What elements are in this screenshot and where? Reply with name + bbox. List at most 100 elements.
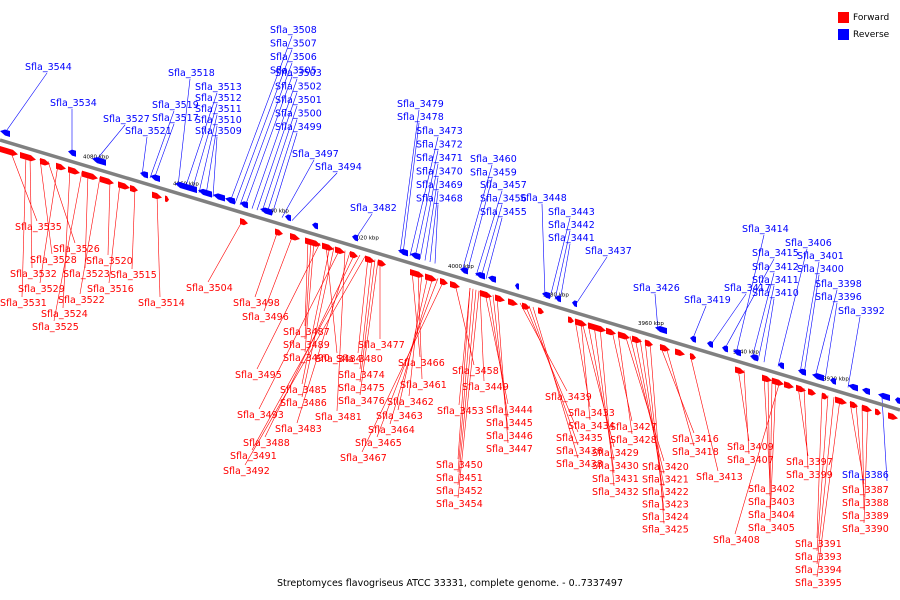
forward-gene-label: Sfla_3447 [486, 444, 533, 455]
reverse-gene-label: Sfla_3468 [416, 194, 463, 205]
reverse-gene-label: Sfla_3507 [270, 39, 317, 50]
reverse-gene-label: Sfla_3470 [416, 167, 463, 178]
forward-gene [690, 353, 696, 360]
forward-gene-label: Sfla_3387 [842, 485, 889, 496]
reverse-gene [707, 341, 713, 348]
forward-gene [822, 392, 828, 400]
reverse-gene-label: Sfla_3472 [416, 140, 463, 151]
reverse-gene-label: Sfla_3417 [724, 283, 771, 294]
label-leader [399, 109, 420, 254]
label-leader [466, 178, 493, 274]
label-leader [149, 110, 175, 179]
label-leader [611, 330, 633, 422]
forward-gene-label: Sfla_3432 [592, 487, 639, 498]
label-leader [198, 114, 218, 193]
label-leader [769, 378, 773, 510]
label-leader [485, 217, 503, 279]
reverse-gene [240, 201, 248, 209]
forward-gene-label: Sfla_3404 [748, 510, 795, 521]
label-leader [816, 395, 829, 552]
label-leader [414, 150, 439, 258]
reverse-gene-label: Sfla_3457 [480, 180, 527, 191]
label-leader [814, 289, 838, 378]
forward-gene [275, 228, 283, 236]
forward-gene-label: Sfla_3446 [486, 431, 533, 442]
label-leader [251, 78, 298, 209]
label-leader [735, 234, 765, 354]
forward-gene-label: Sfla_3433 [568, 408, 615, 419]
forward-gene-label: Sfla_3495 [235, 370, 282, 381]
forward-gene-label: Sfla_3430 [592, 461, 639, 472]
forward-gene-label: Sfla_3395 [795, 578, 842, 589]
reverse-gene [488, 275, 496, 283]
forward-gene-label: Sfla_3397 [786, 457, 833, 468]
reverse-gene [515, 283, 519, 290]
label-leader [239, 62, 293, 206]
reverse-gene-label: Sfla_3527 [103, 114, 150, 125]
label-leader [574, 256, 608, 306]
label-leader [359, 260, 379, 396]
reverse-gene [175, 182, 197, 194]
forward-gene-label: Sfla_3515 [110, 270, 157, 281]
reverse-gene [150, 174, 160, 182]
label-leader [296, 251, 351, 424]
label-leader [763, 376, 771, 484]
forward-gene [875, 408, 881, 416]
label-leader [304, 241, 315, 353]
label-leader [559, 243, 571, 302]
label-leader [53, 171, 83, 322]
forward-gene [350, 251, 358, 259]
label-leader [649, 341, 665, 524]
reverse-gene [542, 291, 550, 299]
forward-gene [0, 146, 18, 156]
forward-gene-label: Sfla_3424 [642, 512, 689, 523]
scale-tick-label: 3920 kbp [823, 377, 849, 383]
label-leader [359, 258, 373, 370]
forward-gene [675, 348, 685, 356]
forward-gene-label: Sfla_3390 [842, 524, 889, 535]
label-leader [458, 287, 471, 406]
forward-gene-label: Sfla_3486 [280, 398, 327, 409]
reverse-gene-label: Sfla_3471 [416, 153, 463, 164]
label-leader [304, 239, 309, 327]
forward-gene-label: Sfla_3523 [63, 269, 110, 280]
label-leader [861, 405, 865, 511]
forward-gene-label: Sfla_3524 [41, 309, 88, 320]
reverse-gene-label: Sfla_3479 [397, 99, 444, 110]
forward-gene [660, 344, 670, 352]
reverse-gene-label: Sfla_3505 [270, 66, 317, 77]
forward-gene [632, 335, 642, 344]
legend-reverse-label: Reverse [853, 29, 890, 40]
label-leader [141, 136, 148, 176]
label-leader [9, 149, 38, 222]
label-leader [256, 92, 298, 211]
forward-gene [538, 307, 544, 315]
forward-gene-label: Sfla_3535 [15, 222, 62, 233]
reverse-gene-label: Sfla_3442 [548, 220, 595, 231]
label-leader [361, 280, 445, 453]
label-leader [184, 92, 218, 189]
forward-gene [762, 374, 772, 383]
forward-gene-label: Sfla_3394 [795, 565, 842, 576]
forward-gene-label: Sfla_3420 [642, 462, 689, 473]
forward-gene [772, 377, 784, 386]
forward-gene-label: Sfla_3484 [315, 354, 362, 365]
reverse-gene [225, 197, 235, 205]
label-leader [691, 305, 707, 341]
label-leader [480, 204, 503, 278]
forward-gene [796, 384, 806, 393]
forward-gene-label: Sfla_3485 [280, 385, 327, 396]
forward-gene [40, 158, 50, 166]
forward-gene-label: Sfla_3444 [486, 405, 533, 416]
legend: Forward Reverse [838, 9, 889, 43]
forward-gene-label: Sfla_3449 [462, 382, 509, 393]
reverse-gene [848, 383, 858, 392]
forward-gene [130, 185, 138, 193]
forward-gene-label: Sfla_3477 [358, 340, 405, 351]
reverse-gene [733, 349, 741, 357]
forward-gene-label: Sfla_3453 [437, 406, 484, 417]
forward-swatch [838, 12, 849, 23]
forward-gene [862, 404, 872, 413]
reverse-gene-label: Sfla_3506 [270, 52, 317, 63]
